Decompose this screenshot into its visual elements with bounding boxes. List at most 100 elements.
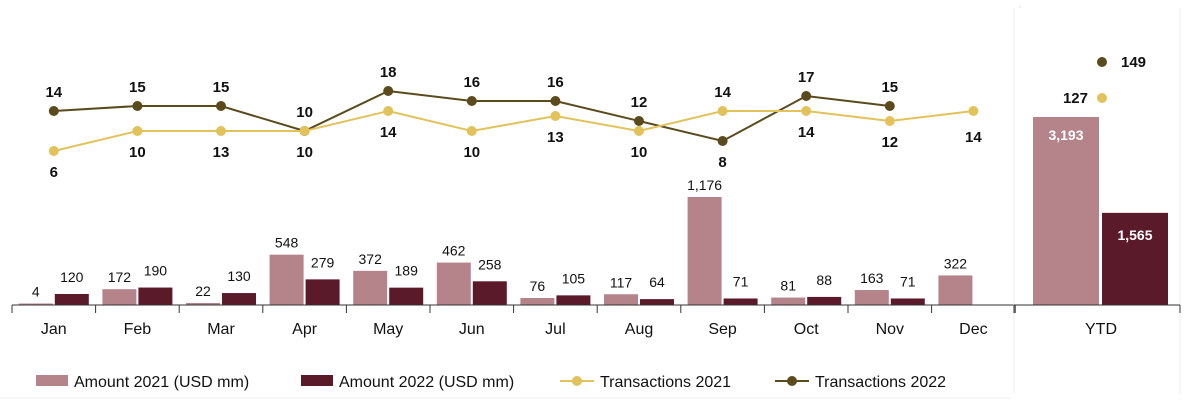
bar-amount-2022 [222, 293, 256, 305]
x-tick-label: Feb [124, 321, 152, 338]
transactions-2021-point [550, 111, 561, 121]
bar-amount-2022 [890, 298, 925, 305]
legend: Amount 2021 (USD mm) Amount 2022 (USD mm)… [0, 374, 1010, 399]
bar-amount-2021 [186, 302, 220, 305]
tx-label-2022: 8 [718, 154, 726, 171]
tx-label-2022: 10 [296, 144, 313, 161]
bar-amount-2021 [269, 254, 304, 305]
ytd-bar-amount-2022 [1102, 212, 1168, 305]
bar-label-amount-2022: 189 [395, 263, 419, 279]
transactions-2021-point [801, 106, 812, 116]
bar-label-amount-2021: 1,176 [687, 177, 722, 193]
bar-amount-2021 [18, 303, 53, 305]
bar-label-amount-2022: 88 [816, 272, 832, 288]
bar-label-amount-2021: 81 [780, 278, 796, 294]
transactions-2022-point [216, 101, 226, 111]
x-tick-label: Apr [292, 321, 318, 338]
tx-label-2021: 10 [129, 144, 146, 161]
transactions-2022-point [132, 101, 143, 111]
x-tick-label: Jul [545, 321, 565, 338]
tx-label-2022: 12 [631, 94, 648, 111]
bar-label-amount-2022: 130 [227, 268, 251, 284]
tx-label-2021: 10 [296, 104, 313, 121]
legend-item-amount-2022-label: Amount 2022 (USD mm) [339, 374, 514, 391]
tx-label-2022: 14 [45, 84, 62, 101]
bar-amount-2021 [771, 297, 806, 305]
transactions-2021-point [466, 126, 477, 136]
tx-label-2021: 12 [881, 134, 898, 151]
x-tick-label: May [373, 321, 403, 338]
tx-label-2022: 17 [798, 69, 815, 86]
transactions-2021-point [968, 106, 979, 116]
x-tick-label: Dec [959, 321, 987, 338]
bar-amount-2022 [305, 279, 340, 305]
tx-label-2021: 14 [380, 124, 397, 141]
x-tick-label: Jan [41, 321, 67, 338]
bar-label-amount-2021: 117 [610, 274, 633, 290]
tx-label-2021: 14 [965, 129, 982, 146]
bar-label-amount-2022: 258 [478, 256, 502, 272]
transactions-2022-point [884, 101, 895, 111]
tx-label-2022: 15 [213, 79, 230, 96]
tx-label-2022: 15 [881, 79, 898, 96]
tx-label-2021: 6 [50, 164, 58, 181]
tx-label-2022: 16 [547, 74, 564, 91]
bar-amount-2021 [102, 289, 137, 305]
tx-label-2021: 13 [213, 144, 230, 161]
legend-item-transactions-2022-label: Transactions 2022 [815, 374, 946, 391]
transactions-2022-point [634, 116, 644, 126]
bar-amount-2022 [389, 287, 424, 305]
bar-amount-2022 [54, 293, 89, 305]
legend-item-transactions-2021-label: Transactions 2021 [600, 374, 731, 391]
ytd-transactions-2021-point [1097, 93, 1107, 103]
bar-label-amount-2021: 163 [860, 270, 884, 286]
ytd-axis-label: YTD [1085, 321, 1117, 338]
bar-amount-2021 [854, 290, 889, 305]
transactions-2022-point [466, 96, 477, 106]
transactions-2021-line [53, 109, 974, 152]
transactions-2022-point [717, 136, 728, 146]
transactions-2021-point [48, 146, 59, 156]
bar-label-amount-2022: 71 [733, 273, 749, 289]
x-tick-label: Aug [625, 321, 653, 338]
bar-label-amount-2022: 64 [649, 274, 665, 290]
monthly-axis: Jan Feb Mar Apr May Jun Jul Aug Sep Oct Nov Dec [11, 304, 1016, 338]
transactions-2021-point [717, 106, 728, 116]
transactions-2021-point [299, 126, 310, 136]
legend-item-amount-2022-swatch [301, 375, 333, 386]
tx-label-2021: 13 [547, 129, 564, 146]
bar-label-amount-2021: 76 [530, 278, 546, 294]
bar-amount-2021 [353, 270, 388, 305]
ytd-bar-label-amount-2021: 3,193 [1048, 127, 1083, 143]
x-tick-label: Nov [876, 321, 904, 338]
tx-label-2022: 18 [380, 64, 397, 81]
bar-label-amount-2022: 190 [144, 263, 168, 279]
transactions-2021-point [383, 106, 394, 116]
transactions-2022-point [48, 106, 59, 116]
bar-amount-2022 [556, 295, 591, 305]
tx-label-2022: 15 [129, 79, 146, 96]
bar-label-amount-2022: 71 [900, 273, 916, 289]
bar-label-amount-2021: 4 [32, 284, 40, 300]
ytd-panel: 3,193 1,565 YTD 149 127 [1013, 6, 1181, 394]
bar-label-amount-2021: 548 [275, 235, 299, 251]
bar-label-amount-2021: 322 [944, 255, 968, 271]
bar-label-amount-2022: 279 [311, 254, 335, 270]
tx-label-2022: 16 [463, 74, 480, 91]
ytd-transactions-2022-label: 149 [1121, 54, 1146, 71]
x-tick-label: Jun [459, 321, 485, 338]
transactions-2022-point [550, 96, 561, 106]
bar-amount-2021 [520, 298, 555, 305]
ytd-bar-amount-2021 [1033, 117, 1099, 305]
transactions-2021-point [884, 116, 895, 126]
bar-amount-2022 [807, 296, 842, 305]
bar-label-amount-2021: 372 [359, 251, 383, 267]
transactions-2021-point [216, 126, 226, 136]
legend-item-amount-2021-swatch [36, 375, 68, 386]
legend-item-transactions-2022-swatch-point [787, 376, 797, 386]
transactions-2021-point [634, 126, 644, 136]
bar-amount-2021 [938, 275, 973, 305]
ytd-transactions-2022-point [1097, 57, 1107, 67]
tx-label-2021: 10 [631, 144, 648, 161]
transactions-2022-point [801, 91, 812, 101]
